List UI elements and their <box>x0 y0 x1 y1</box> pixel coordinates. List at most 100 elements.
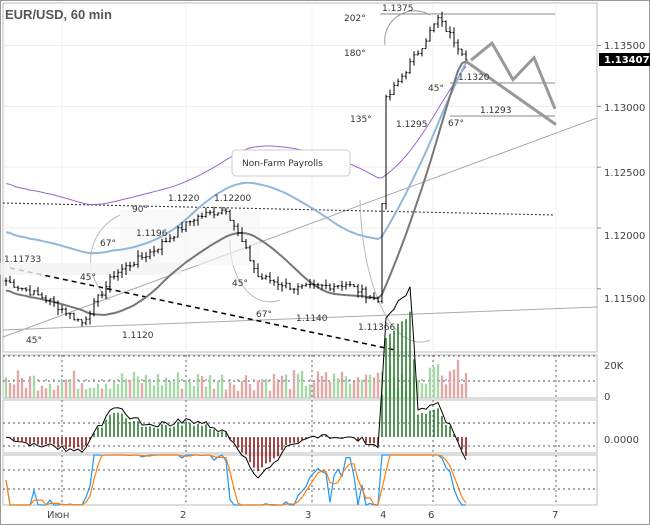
time-tick: 3 <box>305 510 311 521</box>
volume-bar <box>56 385 60 398</box>
price-tick: 1.12500 <box>604 168 645 179</box>
volume-bar <box>228 382 232 398</box>
volume-bar <box>96 383 100 398</box>
volume-bar <box>52 389 56 398</box>
volume-bar <box>72 370 76 398</box>
dashed-trendline <box>9 267 396 351</box>
volume-ma-dot <box>125 379 127 381</box>
volume-ma-dot <box>13 379 15 381</box>
volume-bar <box>188 381 192 398</box>
volume-ma-dot <box>421 379 423 381</box>
volume-ma-dot <box>373 379 375 381</box>
volume-bar <box>120 373 124 398</box>
volume-ma-dot <box>69 379 71 381</box>
volume-bar <box>160 385 164 398</box>
volume-bar <box>440 375 444 398</box>
volume-ma-dot <box>325 379 327 381</box>
price-axis: 1.13500 1.13000 1.12500 1.12000 1.11500 … <box>599 41 650 305</box>
volume-bar <box>344 376 348 398</box>
volume-bar <box>212 388 216 398</box>
candles-group <box>4 11 468 327</box>
volume-bar <box>364 374 368 398</box>
volume-bar <box>204 386 208 398</box>
price-tick: 1.13500 <box>604 41 645 52</box>
volume-ma-dot <box>309 379 311 381</box>
volume-bar <box>284 374 288 398</box>
volume-bar <box>452 369 456 398</box>
volume-ma-dot <box>53 379 55 381</box>
volume-ma-dot <box>29 379 31 381</box>
price-tick: 1.12000 <box>604 231 645 242</box>
angle-label: 180° <box>344 49 366 59</box>
volume-bar <box>124 380 128 398</box>
volume-ma-dot <box>453 379 455 381</box>
stochastic-oscillator <box>5 454 467 506</box>
volume-bar <box>256 380 260 398</box>
volume-bar <box>276 381 280 398</box>
stochastic-d-line <box>5 454 467 506</box>
volume-ma-dot <box>61 379 63 381</box>
forecast-ma-line <box>465 60 557 126</box>
volume-ma-dot <box>141 379 143 381</box>
volume-bar <box>428 367 432 398</box>
time-axis: Июн 2 3 4 6 7 <box>47 510 558 521</box>
volume-bar <box>372 377 376 398</box>
angle-label: 135° <box>350 115 372 125</box>
volume-bar <box>456 359 460 398</box>
angle-label: 45° <box>26 336 42 346</box>
volume-bar <box>436 364 440 398</box>
volume-bar <box>328 381 332 398</box>
volume-ma-dot <box>277 379 279 381</box>
volume-bar <box>48 383 52 398</box>
angle-label: 45° <box>80 273 96 283</box>
price-level-label: 1.1375 <box>382 4 414 14</box>
volume-ma-dot <box>429 379 431 381</box>
forecast-path <box>465 40 557 126</box>
volume-bar <box>248 383 252 398</box>
volume-bar <box>76 388 80 398</box>
volume-bar <box>280 375 284 398</box>
volume-ma-dot <box>77 379 79 381</box>
volume-ma-dot <box>253 379 255 381</box>
volume-bar <box>184 380 188 398</box>
macd-histogram <box>5 286 467 479</box>
price-level-label: 1.1295 <box>396 120 428 130</box>
volume-bar <box>316 371 320 398</box>
angle-label: 90° <box>132 205 148 215</box>
volume-bar <box>192 385 196 398</box>
volume-ma-dot <box>197 379 199 381</box>
volume-bar <box>232 384 236 398</box>
price-tick: 1.13000 <box>604 103 645 114</box>
volume-ma-dot <box>341 379 343 381</box>
volume-bar <box>164 377 168 398</box>
volume-bar <box>176 372 180 398</box>
volume-ma-dot <box>37 379 39 381</box>
volume-ma-dot <box>117 379 119 381</box>
volume-bar <box>128 379 132 398</box>
volume-bar <box>32 375 36 398</box>
angle-label: 67° <box>256 310 272 320</box>
volume-bar <box>236 390 240 398</box>
volume-bar <box>464 372 468 398</box>
dotted-resistance <box>2 202 556 216</box>
volume-bar <box>88 387 92 398</box>
volume-bar <box>320 375 324 398</box>
volume-bar <box>172 380 176 398</box>
volume-bar <box>240 381 244 398</box>
volume-bar <box>348 383 352 398</box>
time-tick: 6 <box>428 510 434 521</box>
volume-ma-dot <box>93 379 95 381</box>
volume-bar <box>332 373 336 398</box>
volume-ma-dot <box>85 379 87 381</box>
volume-bar <box>4 377 8 398</box>
volume-ma-dot <box>109 379 111 381</box>
volume-bar <box>108 388 112 398</box>
volume-bar <box>12 384 16 398</box>
price-level-label: 1.1120 <box>122 331 154 341</box>
volume-bar <box>68 379 72 398</box>
volume-bar <box>432 366 436 398</box>
macd-signal-line <box>5 286 467 479</box>
volume-bar <box>272 373 276 398</box>
volume-bar <box>148 380 152 398</box>
